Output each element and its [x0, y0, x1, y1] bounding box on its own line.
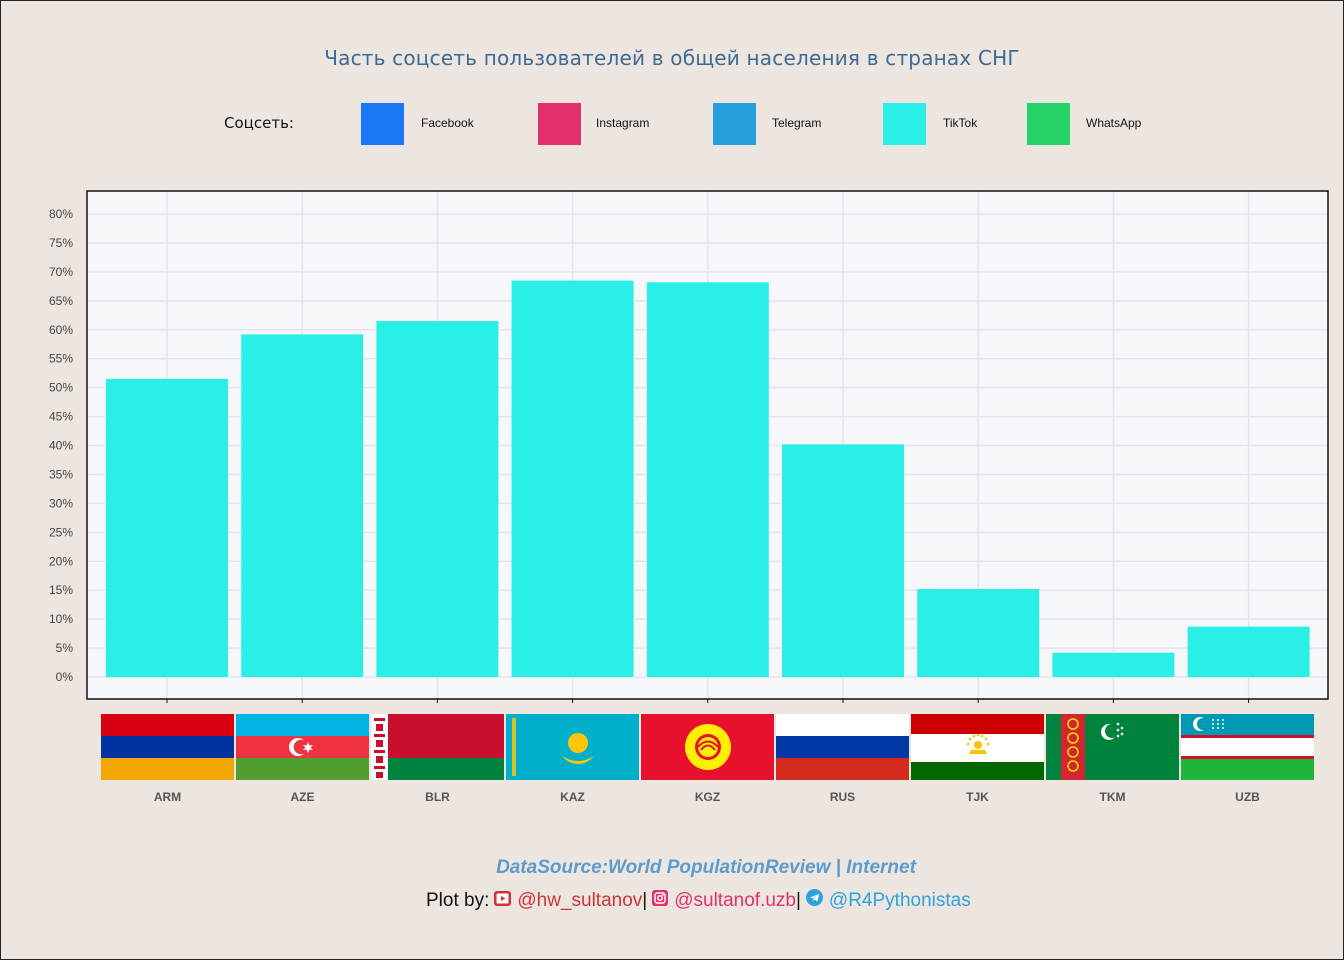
x-tick-label: TKM	[1099, 790, 1126, 804]
y-tick-label: 15%	[49, 583, 73, 597]
y-tick-label: 25%	[49, 525, 73, 539]
legend-swatch-whatsapp	[1027, 103, 1070, 145]
y-tick-label: 60%	[49, 323, 73, 337]
instagram-handle-link[interactable]: @sultanof.uzb	[674, 889, 796, 911]
x-tick-label: RUS	[829, 790, 856, 804]
y-tick-label: 70%	[49, 265, 73, 279]
credits-line: Plot by: @hw_sultanov | @sultanof.uzb | …	[426, 889, 971, 912]
legend-title: Соцсеть:	[224, 114, 294, 132]
x-tick-label: KGZ	[694, 790, 721, 804]
telegram-icon	[805, 889, 823, 912]
bar-blr	[376, 321, 499, 677]
bar-chart-plot: 0% 5% 10% 15% 20% 25% 30% 35% 40% 45% 50% 55% 60% 65%…	[49, 190, 1329, 703]
y-tick-label: 50%	[49, 381, 73, 395]
y-tick-label: 80%	[49, 207, 73, 221]
x-tick-label: KAZ	[560, 790, 585, 804]
bar-kaz	[511, 280, 634, 677]
y-tick-label: 55%	[49, 352, 73, 366]
bar-aze	[241, 334, 364, 677]
y-tick-label: 75%	[49, 236, 73, 250]
y-tick-label: 30%	[49, 496, 73, 510]
flag-turkmenistan-icon	[1046, 714, 1179, 780]
plot-by-label: Plot by:	[426, 889, 490, 911]
flag-russia-icon	[776, 714, 909, 780]
legend-swatch-instagram	[538, 103, 581, 145]
flag-azerbaijan-icon	[236, 714, 369, 780]
flag-uzbekistan-icon	[1181, 714, 1314, 780]
y-tick-label: 45%	[49, 410, 73, 424]
legend-label-facebook: Facebook	[421, 116, 474, 130]
x-tick-label: BLR	[425, 790, 450, 804]
flag-tajikistan-icon	[911, 714, 1044, 780]
y-tick-label: 40%	[49, 439, 73, 453]
legend-swatch-facebook	[361, 103, 404, 145]
legend-swatch-telegram	[713, 103, 756, 145]
x-tick-label: AZE	[290, 790, 315, 804]
y-tick-label: 20%	[49, 554, 73, 568]
x-tick-label: UZB	[1235, 790, 1260, 804]
bar-tjk	[917, 589, 1040, 677]
y-tick-label: 5%	[56, 641, 74, 655]
legend-label-instagram: Instagram	[596, 116, 650, 130]
flag-kazakhstan-icon	[506, 714, 639, 780]
legend-label-whatsapp: WhatsApp	[1086, 116, 1142, 130]
youtube-handle-link[interactable]: @hw_sultanov	[517, 889, 643, 911]
separator: |	[642, 889, 648, 911]
flag-kyrgyzstan-icon	[641, 714, 774, 780]
legend-label-tiktok: TikTok	[943, 116, 978, 130]
datasource-caption: DataSource:World PopulationReview | Inte…	[496, 857, 916, 878]
x-tick-label: TJK	[966, 790, 989, 804]
bar-arm	[106, 378, 228, 677]
y-tick-label: 0%	[56, 670, 74, 684]
instagram-icon	[652, 889, 669, 912]
bar-kgz	[646, 282, 769, 677]
y-tick-label: 10%	[49, 612, 73, 626]
flag-belarus-icon	[371, 714, 504, 780]
telegram-handle-link[interactable]: @R4Pythonistas	[828, 889, 971, 911]
bar-tkm	[1052, 652, 1175, 677]
legend-swatch-tiktok	[883, 103, 926, 145]
legend-label-telegram: Telegram	[772, 116, 822, 130]
x-tick-label: ARM	[153, 790, 182, 804]
separator: |	[795, 889, 801, 911]
y-tick-label: 65%	[49, 294, 73, 308]
bar-rus	[782, 444, 904, 677]
y-tick-label: 35%	[49, 467, 73, 481]
flag-armenia-icon	[101, 714, 234, 780]
youtube-icon	[494, 890, 512, 912]
chart-title: Часть соцсеть пользователей в общей насе…	[324, 46, 1020, 70]
bar-uzb	[1187, 626, 1310, 677]
